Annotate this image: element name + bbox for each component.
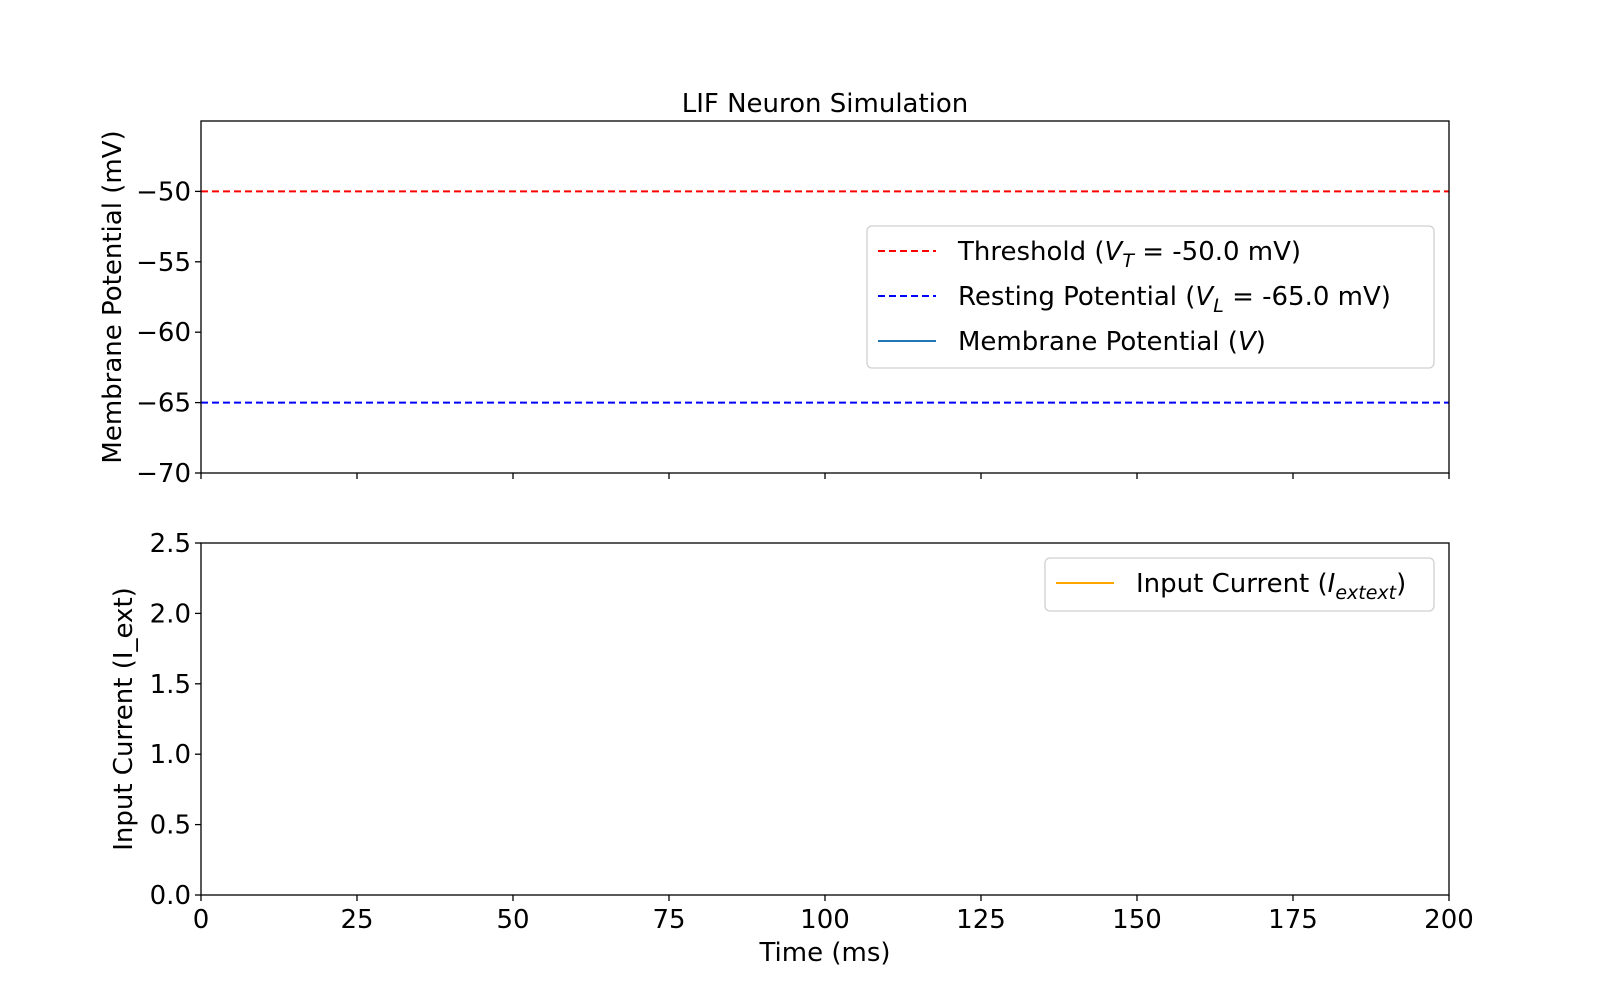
- legend-label-bottom-0: Input Current (Iextext): [1136, 569, 1406, 604]
- y-tick-label-top-0: −70: [136, 459, 191, 489]
- y-tick-label-bottom-3: 1.5: [150, 670, 191, 700]
- y-axis-label-bottom: Input Current (I_ext): [109, 587, 139, 851]
- legend-box-bottom: [1044, 557, 1435, 612]
- x-tick-label-3: 75: [652, 905, 685, 935]
- x-tick-label-6: 150: [1112, 905, 1162, 935]
- y-tick-label-top-1: −65: [136, 389, 191, 419]
- chart-title: LIF Neuron Simulation: [682, 89, 969, 119]
- x-axis-label: Time (ms): [758, 938, 890, 968]
- y-tick-label-top-3: −55: [136, 248, 191, 278]
- x-tick-label-7: 175: [1268, 905, 1318, 935]
- y-tick-label-top-4: −50: [136, 177, 191, 207]
- x-tick-label-8: 200: [1424, 905, 1474, 935]
- y-tick-label-bottom-1: 0.5: [150, 811, 191, 841]
- legend-label-top-0: Threshold (VT = -50.0 mV): [957, 237, 1301, 272]
- membrane-potential-panel: −70 −65 −60 −55 −50 LIF Neuron Simulation Memb…: [98, 89, 1450, 489]
- x-tick-label-5: 125: [956, 905, 1006, 935]
- y-axis-label-top: Membrane Potential (mV): [98, 130, 128, 463]
- input-current-panel: 0 25 50 75 100 125 150 175 200 0.0 0.5 1.0 1.5 2.0 2.5…: [109, 529, 1474, 968]
- legend-bottom: Input Current (Iextext): [1044, 557, 1435, 612]
- y-tick-label-bottom-4: 2.0: [150, 599, 191, 629]
- legend-label-top-2: Membrane Potential (V): [958, 327, 1266, 357]
- y-tick-label-bottom-0: 0.0: [150, 881, 191, 911]
- x-tick-label-2: 50: [496, 905, 529, 935]
- x-tick-label-4: 100: [800, 905, 850, 935]
- y-tick-label-bottom-5: 2.5: [150, 529, 191, 559]
- y-tick-label-top-2: −60: [136, 318, 191, 348]
- x-tick-label-1: 25: [340, 905, 373, 935]
- y-tick-label-bottom-2: 1.0: [150, 740, 191, 770]
- legend-label-top-1: Resting Potential (VL = -65.0 mV): [958, 282, 1391, 317]
- legend-top: Threshold (VT = -50.0 mV) Resting Potenti…: [866, 225, 1435, 369]
- x-tick-label-0: 0: [193, 905, 210, 935]
- legend-box-top: [866, 225, 1435, 369]
